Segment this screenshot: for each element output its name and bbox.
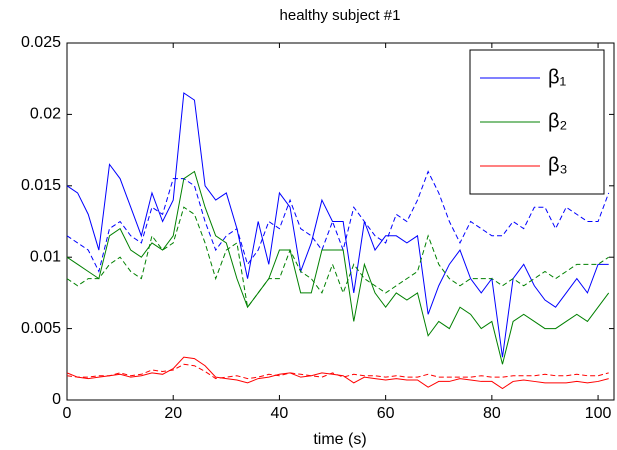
legend-label: β₃ <box>548 154 568 176</box>
x-axis-label: time (s) <box>313 431 366 448</box>
y-tick-label: 0.005 <box>21 320 61 337</box>
series-line <box>66 170 610 273</box>
legend-label: β₂ <box>548 110 567 132</box>
y-tick-label: 0.025 <box>21 34 61 51</box>
y-tick-label: 0.01 <box>30 248 61 265</box>
x-tick-label: 40 <box>271 405 289 422</box>
x-tick-label: 20 <box>164 405 182 422</box>
legend-label: β₁ <box>548 66 567 88</box>
y-tick-label: 0.015 <box>21 177 61 194</box>
x-tick-label: 0 <box>63 405 72 422</box>
chart-title: healthy subject #1 <box>280 7 401 24</box>
x-tick-label: 100 <box>585 405 612 422</box>
x-tick-label: 80 <box>483 405 501 422</box>
y-tick-label: 0.02 <box>30 106 61 123</box>
series-line <box>66 363 609 380</box>
y-tick-label: 0 <box>52 391 61 408</box>
series-line <box>66 170 610 365</box>
series-line <box>66 206 609 309</box>
x-tick-label: 60 <box>377 405 395 422</box>
series-line <box>66 92 609 358</box>
